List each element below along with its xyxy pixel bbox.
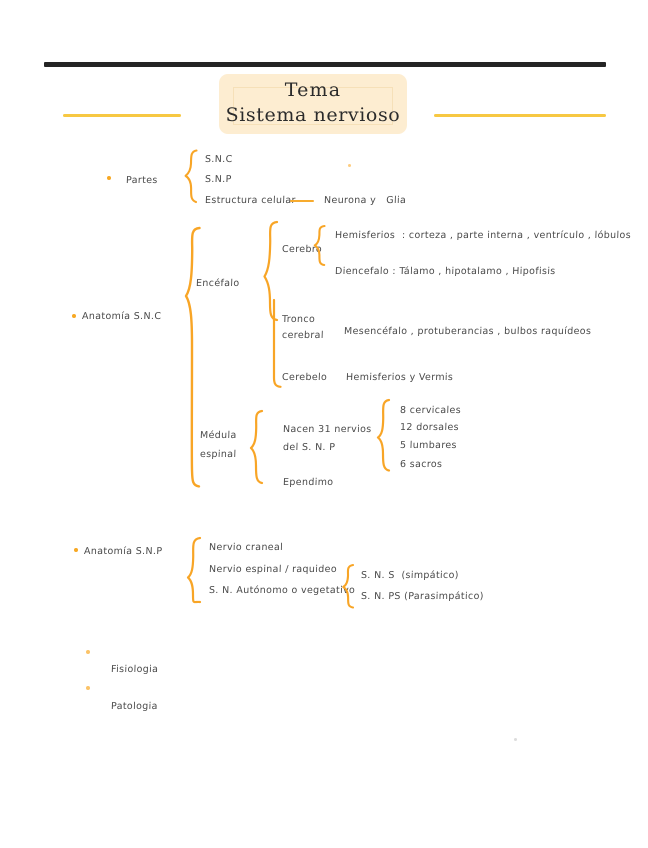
title-text: Tema Sistema nervioso bbox=[219, 78, 407, 128]
brace-medula bbox=[249, 409, 264, 485]
partes-estructura-detail: Neurona y Glia bbox=[323, 195, 407, 206]
nervios-count-lumbares: 5 lumbares bbox=[399, 440, 458, 451]
partes-item-estructura-celular: Estructura celular bbox=[204, 195, 296, 206]
title-label-subject: Sistema nervioso bbox=[225, 104, 401, 126]
brace-partes bbox=[184, 149, 198, 204]
label-patologia: Patologia bbox=[110, 701, 158, 712]
label-tronco-cerebral-line2: cerebral bbox=[281, 330, 325, 341]
label-anatomia-snp: Anatomía S.N.P bbox=[83, 546, 163, 557]
partes-item-snp: S.N.P bbox=[204, 174, 232, 185]
tronco-cerebral-detail: Mesencéfalo , protuberancias , bulbos ra… bbox=[343, 326, 592, 337]
label-medula-espinal-line1: Médula bbox=[199, 430, 237, 441]
partes-item-snc: S.N.C bbox=[204, 154, 233, 165]
label-cerebelo: Cerebelo bbox=[281, 372, 328, 383]
bullet-patologia bbox=[86, 686, 90, 690]
bullet-fisiologia bbox=[86, 650, 90, 654]
nervios-count-sacros: 6 sacros bbox=[399, 459, 443, 470]
nervios-count-cervicales: 8 cervicales bbox=[399, 405, 462, 416]
bullet-anatomia-snc bbox=[72, 314, 76, 318]
autonomo-detail-simpatico: S. N. S (simpático) bbox=[360, 570, 459, 581]
label-partes: Partes bbox=[125, 175, 158, 186]
label-anatomia-snc: Anatomía S.N.C bbox=[81, 311, 162, 322]
nervios-count-dorsales: 12 dorsales bbox=[399, 422, 460, 433]
medula-nervios-line1: Nacen 31 nervios bbox=[282, 424, 372, 435]
brace-nervios-counts bbox=[376, 398, 391, 472]
title-card: Tema Sistema nervioso bbox=[219, 74, 407, 134]
cerebro-item-hemisferios: Hemisferios : corteza , parte interna , … bbox=[334, 230, 632, 241]
label-encefalo: Encéfalo bbox=[195, 278, 240, 289]
label-medula-espinal-line2: espinal bbox=[199, 449, 237, 460]
medula-nervios-line2: del S. N. P bbox=[282, 442, 336, 453]
title-rule-left bbox=[63, 114, 181, 117]
dash-connector-estructura bbox=[290, 200, 314, 202]
title-rule-right bbox=[434, 114, 606, 117]
label-cerebro: Cerebro bbox=[281, 244, 323, 255]
label-tronco-cerebral-line1: Tronco bbox=[281, 314, 316, 325]
label-fisiologia: Fisiologia bbox=[110, 664, 159, 675]
cerebelo-detail: Hemisferios y Vermis bbox=[345, 372, 454, 383]
title-label-tema: Tema bbox=[284, 79, 342, 101]
brace-encefalo bbox=[263, 220, 279, 322]
medula-ependimo: Ependimo bbox=[282, 477, 334, 488]
bullet-anatomia-snp bbox=[74, 548, 78, 552]
cerebro-item-diencefalo: Diencefalo : Tálamo , hipotalamo , Hipof… bbox=[334, 266, 556, 277]
bullet-partes bbox=[107, 176, 111, 180]
snp-item-nervio-craneal: Nervio craneal bbox=[208, 542, 284, 553]
top-divider-rule bbox=[44, 62, 606, 67]
autonomo-detail-parasimpatico: S. N. PS (Parasimpático) bbox=[360, 591, 484, 602]
ink-speck-bottom bbox=[514, 738, 517, 741]
bracket-tronco-cerebelo bbox=[272, 298, 282, 388]
brace-anatomia-snc-outer bbox=[184, 226, 201, 488]
brace-anatomia-snp bbox=[186, 536, 202, 604]
ink-speck-top bbox=[348, 164, 351, 167]
snp-item-autonomo: S. N. Autónomo o vegetativo bbox=[208, 585, 356, 596]
snp-item-nervio-espinal: Nervio espinal / raquideo bbox=[208, 564, 338, 575]
